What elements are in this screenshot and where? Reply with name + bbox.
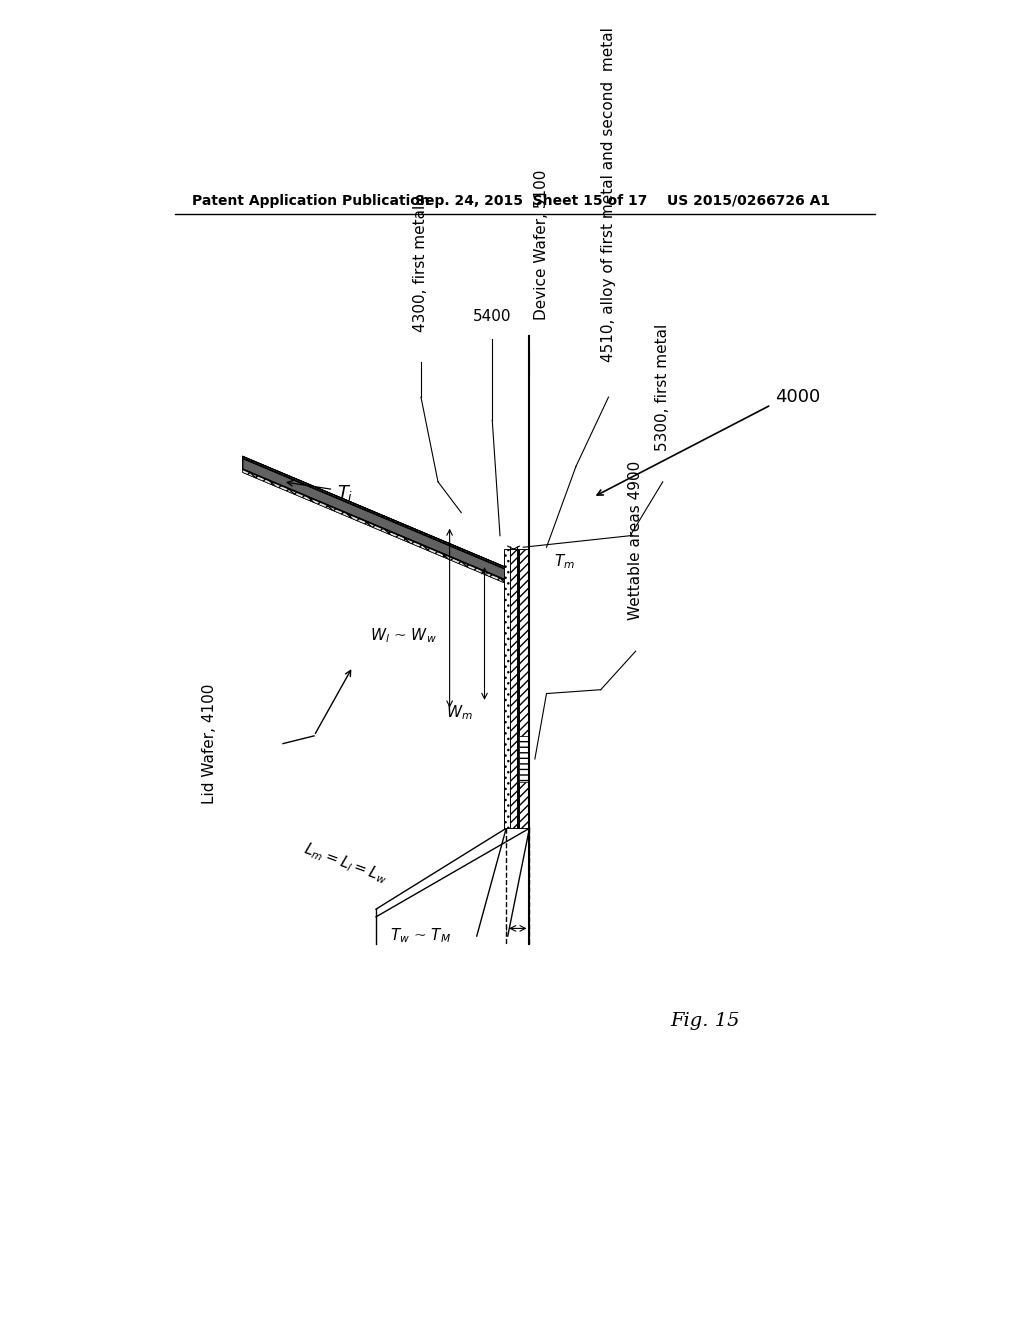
Polygon shape (243, 457, 509, 570)
Text: Patent Application Publication: Patent Application Publication (191, 194, 429, 207)
Polygon shape (243, 469, 509, 585)
Text: $W_l$ ~ $W_w$: $W_l$ ~ $W_w$ (370, 627, 436, 645)
Text: 5300, first metal: 5300, first metal (655, 323, 671, 451)
Bar (519, 737, 528, 781)
Text: Wettable areas 4900: Wettable areas 4900 (628, 461, 643, 620)
Bar (510, 549, 517, 829)
Bar (504, 549, 510, 829)
Text: US 2015/0266726 A1: US 2015/0266726 A1 (667, 194, 829, 207)
Text: $T_i$: $T_i$ (337, 483, 353, 503)
Text: 5400: 5400 (473, 309, 512, 323)
Text: $W_m$: $W_m$ (446, 704, 473, 722)
Polygon shape (243, 457, 509, 572)
Bar (519, 549, 528, 829)
Text: Lid Wafer, 4100: Lid Wafer, 4100 (202, 684, 217, 804)
Text: 4000: 4000 (775, 388, 820, 407)
Text: Device Wafer, 5100: Device Wafer, 5100 (535, 170, 549, 321)
Text: 4300, first metal: 4300, first metal (414, 205, 428, 331)
Bar (517, 549, 519, 829)
Text: Sep. 24, 2015  Sheet 15 of 17: Sep. 24, 2015 Sheet 15 of 17 (415, 194, 647, 207)
Text: $L_m = L_l = L_w$: $L_m = L_l = L_w$ (300, 840, 389, 887)
Text: $T_m$: $T_m$ (554, 553, 575, 572)
Text: $T_w$ ~ $T_M$: $T_w$ ~ $T_M$ (390, 927, 452, 945)
Text: 4510, alloy of first metal and second  metal: 4510, alloy of first metal and second me… (601, 28, 616, 363)
Text: Fig. 15: Fig. 15 (671, 1012, 740, 1030)
Polygon shape (243, 457, 509, 582)
